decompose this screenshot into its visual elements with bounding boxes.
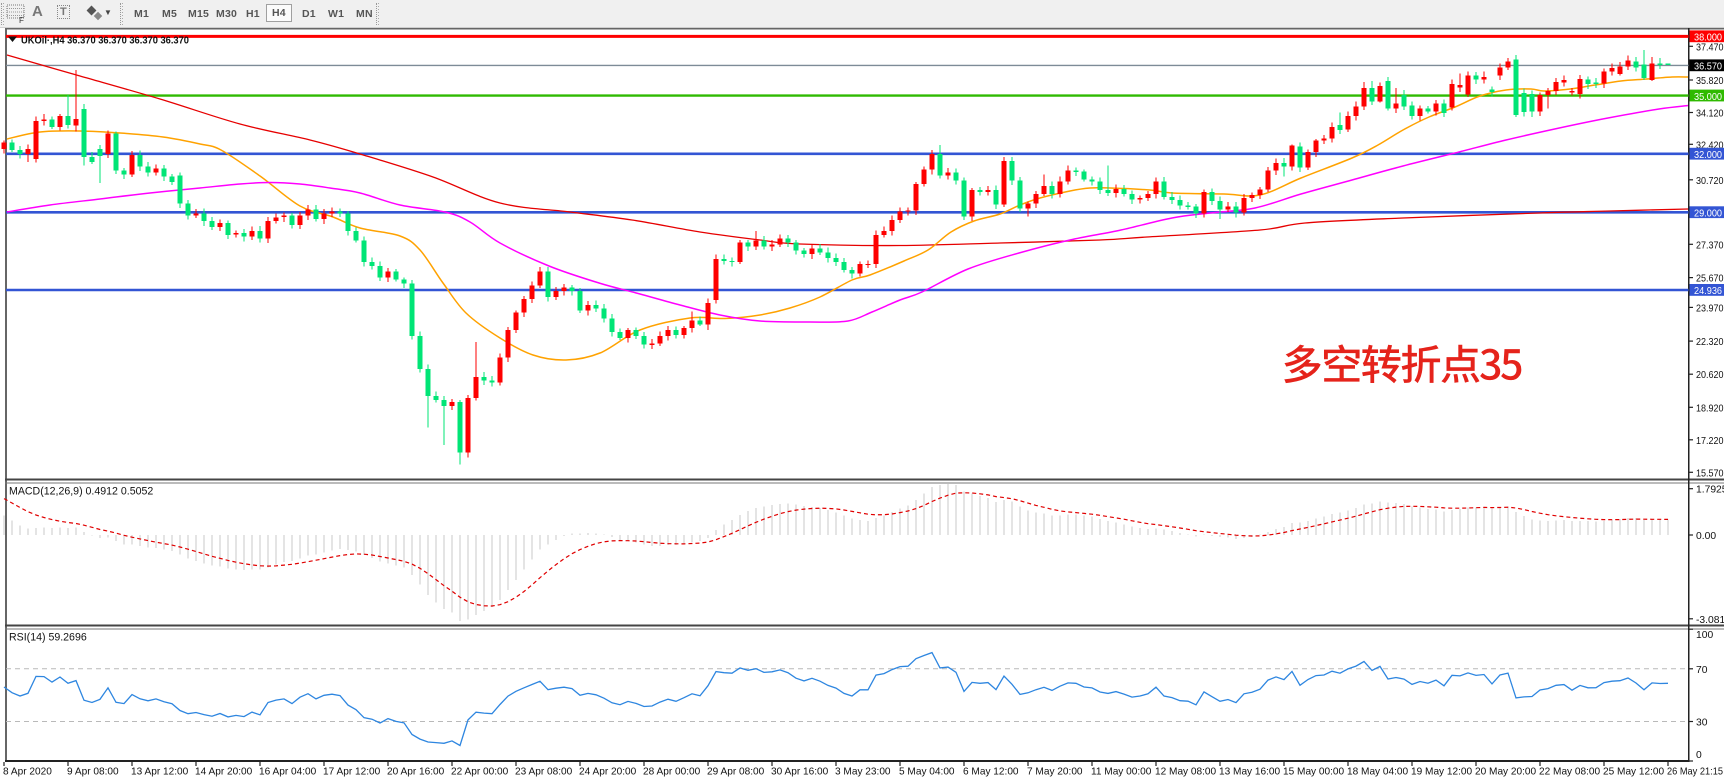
svg-text:18.920: 18.920 bbox=[1696, 403, 1724, 414]
svg-text:25 May 12:00: 25 May 12:00 bbox=[1603, 767, 1665, 778]
svg-text:UKOil·,H4 36.370 36.370 36.37: UKOil·,H4 36.370 36.370 36.370 36.370 bbox=[21, 36, 189, 47]
svg-text:26 May 21:15: 26 May 21:15 bbox=[1667, 767, 1723, 778]
svg-text:13 May 16:00: 13 May 16:00 bbox=[1219, 767, 1281, 778]
svg-text:38.000: 38.000 bbox=[1694, 33, 1722, 44]
svg-text:28 Apr 00:00: 28 Apr 00:00 bbox=[643, 767, 701, 778]
svg-text:14 Apr 20:00: 14 Apr 20:00 bbox=[195, 767, 253, 778]
svg-text:1.7925: 1.7925 bbox=[1696, 485, 1724, 496]
svg-text:24 Apr 20:00: 24 Apr 20:00 bbox=[579, 767, 637, 778]
svg-text:0.00: 0.00 bbox=[1696, 531, 1716, 542]
svg-text:27.370: 27.370 bbox=[1696, 240, 1724, 251]
svg-text:32.420: 32.420 bbox=[1696, 140, 1724, 151]
svg-text:32.000: 32.000 bbox=[1694, 150, 1722, 161]
svg-text:30 Apr 16:00: 30 Apr 16:00 bbox=[771, 767, 829, 778]
svg-text:70: 70 bbox=[1696, 665, 1708, 676]
svg-text:35.820: 35.820 bbox=[1696, 76, 1724, 87]
svg-text:11 May 00:00: 11 May 00:00 bbox=[1091, 767, 1152, 778]
svg-text:9 Apr 08:00: 9 Apr 08:00 bbox=[67, 767, 119, 778]
svg-text:24.936: 24.936 bbox=[1694, 286, 1722, 297]
svg-text:13 Apr 12:00: 13 Apr 12:00 bbox=[131, 767, 189, 778]
svg-text:29 Apr 08:00: 29 Apr 08:00 bbox=[707, 767, 765, 778]
svg-text:8 Apr 2020: 8 Apr 2020 bbox=[3, 767, 52, 778]
svg-text:7 May 20:00: 7 May 20:00 bbox=[1027, 767, 1083, 778]
svg-text:22 Apr 00:00: 22 Apr 00:00 bbox=[451, 767, 509, 778]
svg-text:20 May 20:00: 20 May 20:00 bbox=[1475, 767, 1537, 778]
svg-text:15 May 00:00: 15 May 00:00 bbox=[1283, 767, 1345, 778]
svg-text:25.670: 25.670 bbox=[1696, 274, 1724, 285]
svg-text:16 Apr 04:00: 16 Apr 04:00 bbox=[259, 767, 317, 778]
svg-text:30: 30 bbox=[1696, 717, 1708, 728]
svg-text:37.470: 37.470 bbox=[1696, 42, 1724, 53]
svg-text:17 Apr 12:00: 17 Apr 12:00 bbox=[323, 767, 381, 778]
svg-text:6 May 12:00: 6 May 12:00 bbox=[963, 767, 1019, 778]
svg-text:34.120: 34.120 bbox=[1696, 109, 1724, 120]
svg-text:23 Apr 08:00: 23 Apr 08:00 bbox=[515, 767, 573, 778]
svg-text:MACD(12,26,9) 0.4912 0.5052: MACD(12,26,9) 0.4912 0.5052 bbox=[9, 486, 153, 498]
svg-text:20.620: 20.620 bbox=[1696, 370, 1724, 381]
svg-text:22.320: 22.320 bbox=[1696, 337, 1724, 348]
svg-text:23.970: 23.970 bbox=[1696, 303, 1724, 314]
svg-text:RSI(14) 59.2696: RSI(14) 59.2696 bbox=[9, 632, 87, 644]
svg-text:17.220: 17.220 bbox=[1696, 436, 1724, 447]
svg-text:3 May 23:00: 3 May 23:00 bbox=[835, 767, 891, 778]
svg-text:19 May 12:00: 19 May 12:00 bbox=[1411, 767, 1473, 778]
svg-text:30.720: 30.720 bbox=[1696, 176, 1724, 187]
svg-text:35.000: 35.000 bbox=[1694, 92, 1722, 103]
svg-text:100: 100 bbox=[1696, 630, 1713, 641]
svg-text:5 May 04:00: 5 May 04:00 bbox=[899, 767, 955, 778]
svg-text:0: 0 bbox=[1696, 750, 1702, 761]
svg-text:18 May 04:00: 18 May 04:00 bbox=[1347, 767, 1409, 778]
svg-text:29.000: 29.000 bbox=[1694, 209, 1722, 220]
svg-text:12 May 08:00: 12 May 08:00 bbox=[1155, 767, 1217, 778]
svg-text:F: F bbox=[19, 16, 24, 24]
svg-text:20 Apr 16:00: 20 Apr 16:00 bbox=[387, 767, 445, 778]
svg-text:22 May 08:00: 22 May 08:00 bbox=[1539, 767, 1601, 778]
svg-text:15.570: 15.570 bbox=[1696, 468, 1724, 479]
svg-text:-3.0818: -3.0818 bbox=[1696, 615, 1724, 626]
svg-text:36.570: 36.570 bbox=[1694, 62, 1722, 73]
